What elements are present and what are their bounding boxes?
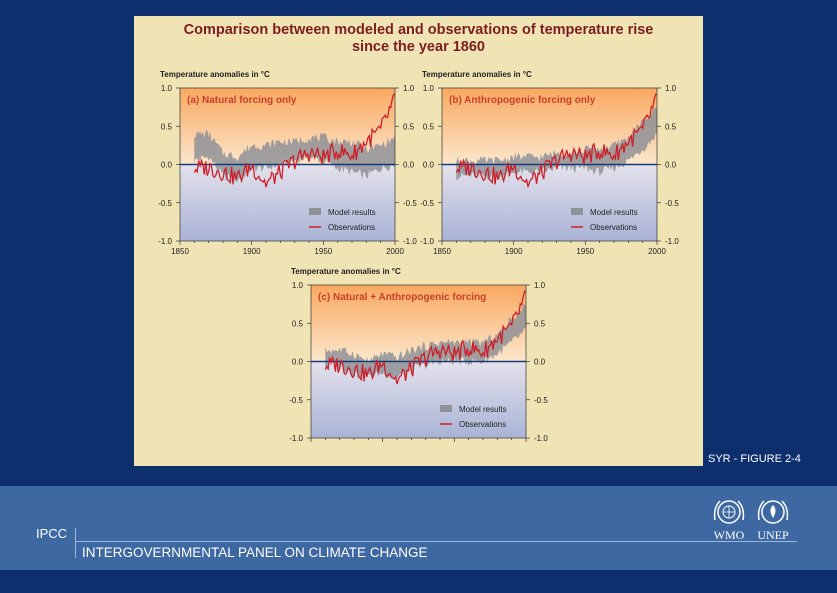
chart-b-ytick-label-left: 1.0: [423, 84, 435, 93]
chart-a-xtick-label: 1900: [243, 247, 261, 256]
chart-c-ylabel: Temperature anomalies in °C: [291, 267, 401, 276]
chart-a-ylabel: Temperature anomalies in °C: [160, 70, 270, 79]
chart-a-bg-negative: [180, 164, 395, 241]
chart-b-ytick-label-left: -1.0: [420, 237, 434, 246]
figure-title: Comparison between modeled and observati…: [134, 22, 703, 56]
chart-b-xtick-label: 1950: [576, 247, 594, 256]
chart-a-ytick-label-right: 0.5: [403, 122, 415, 131]
chart-c-ytick-label-left: 1.0: [292, 281, 304, 290]
chart-a-legend-model-label: Model results: [328, 208, 376, 217]
chart-b-ytick-label-right: -1.0: [665, 237, 679, 246]
chart-a-ytick-label-right: -0.5: [403, 199, 417, 208]
footer-band: [0, 486, 837, 570]
wmo-label: WMO: [713, 528, 745, 542]
chart-a-xtick-label: 1850: [171, 247, 189, 256]
chart-c-ytick-label-right: 0.0: [534, 358, 546, 367]
chart-c-ytick-label-left: 0.0: [292, 358, 304, 367]
chart-c-panel-title: (c) Natural + Anthropogenic forcing: [318, 292, 486, 303]
chart-b-xtick-label: 1900: [505, 247, 523, 256]
chart-a-ytick-label-left: -0.5: [158, 199, 172, 208]
chart-a-xtick-label: 1950: [314, 247, 332, 256]
unep-logo: UNEP: [754, 496, 792, 542]
unep-label: UNEP: [757, 528, 789, 542]
chart-c: 1.0 1.0 0.5 0.5 0.0 0.0 -0.5 -0.5 -1.0 -1.0 Temper…: [289, 267, 548, 443]
chart-a-ytick-label-left: 1.0: [161, 84, 173, 93]
chart-b-bg-negative: [442, 164, 657, 241]
chart-c-legend-model-swatch: [440, 405, 452, 412]
chart-c-ytick-label-right: -1.0: [534, 434, 548, 443]
chart-b-model-band: [456, 107, 657, 181]
chart-b-observations-line: [455, 93, 658, 188]
chart-c-model-band: [325, 303, 526, 380]
chart-b-xtick-label: 1850: [433, 247, 451, 256]
chart-c-ytick-label-left: 0.5: [292, 319, 304, 328]
chart-a-ytick-label-right: -1.0: [403, 237, 417, 246]
figure-title-line-2: since the year 1860: [351, 39, 485, 55]
chart-c-ytick-label-right: 1.0: [534, 281, 546, 290]
chart-c-ytick-label-left: -0.5: [289, 396, 303, 405]
chart-c-bg-negative: [311, 361, 526, 438]
chart-b-panel-title: (b) Anthropogenic forcing only: [449, 95, 596, 106]
wmo-emblem-icon: [713, 500, 745, 524]
chart-a-ytick-label-right: 1.0: [403, 84, 415, 93]
footer-divider-horizontal: [75, 541, 797, 542]
chart-b-ytick-label-right: 0.0: [665, 161, 677, 170]
chart-c-observations-line: [324, 290, 527, 385]
chart-b-ylabel: Temperature anomalies in °C: [422, 70, 532, 79]
chart-b-legend-model-label: Model results: [590, 208, 638, 217]
chart-b-ytick-label-left: 0.0: [423, 161, 435, 170]
chart-a-xtick-label: 2000: [386, 247, 404, 256]
chart-a-legend-obs-label: Observations: [328, 223, 375, 232]
chart-c-ytick-label-right: -0.5: [534, 396, 548, 405]
chart-b-ytick-label-left: -0.5: [420, 199, 434, 208]
unep-emblem-icon: [757, 500, 789, 524]
figure-title-line-1: Comparison between modeled and observati…: [183, 22, 654, 38]
chart-c-ytick-label-left: -1.0: [289, 434, 303, 443]
chart-a-ytick-label-left: 0.0: [161, 161, 173, 170]
footer-org-full: INTERGOVERNMENTAL PANEL ON CLIMATE CHANG…: [82, 545, 428, 560]
chart-a-ytick-label-right: 0.0: [403, 161, 415, 170]
chart-c-legend-model-label: Model results: [459, 405, 507, 414]
wmo-logo: WMO: [710, 496, 748, 542]
chart-a-legend-model-swatch: [309, 208, 321, 215]
chart-b-ytick-label-right: -0.5: [665, 199, 679, 208]
figure-caption: SYR - FIGURE 2-4: [708, 453, 801, 465]
chart-b-legend-obs-label: Observations: [590, 223, 637, 232]
chart-b-legend-model-swatch: [571, 208, 583, 215]
chart-b-ytick-label-right: 1.0: [665, 84, 677, 93]
chart-b-ytick-label-left: 0.5: [423, 122, 435, 131]
chart-c-legend-obs-label: Observations: [459, 420, 506, 429]
chart-a-ytick-label-left: 0.5: [161, 122, 173, 131]
chart-a-ytick-label-left: -1.0: [158, 237, 172, 246]
footer-org-short: IPCC: [36, 526, 68, 541]
chart-a-observations-line: [193, 93, 396, 188]
chart-a-panel-title: (a) Natural forcing only: [187, 95, 297, 106]
chart-c-ytick-label-right: 0.5: [534, 319, 546, 328]
chart-b-ytick-label-right: 0.5: [665, 122, 677, 131]
footer-divider-vertical: [75, 528, 76, 558]
chart-b-xtick-label: 2000: [648, 247, 666, 256]
